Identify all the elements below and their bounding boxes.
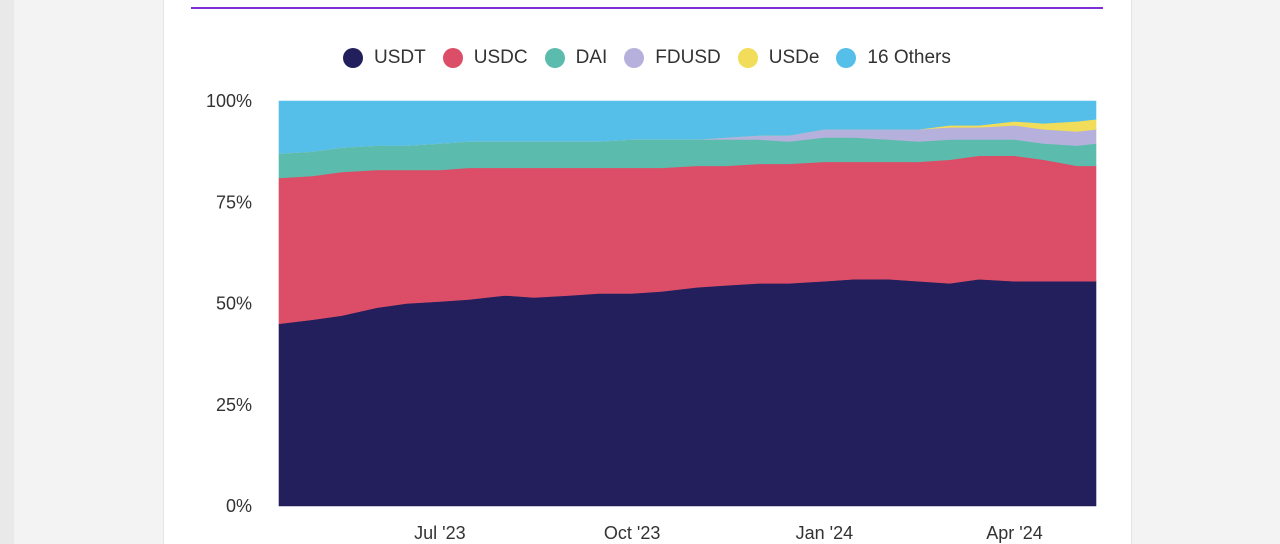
legend-item-usdt[interactable]: USDT [343, 47, 426, 69]
x-tick-label: Oct '23 [604, 523, 660, 543]
legend-label: FDUSD [655, 47, 721, 68]
legend-label: USDC [473, 47, 528, 68]
accent-divider [191, 7, 1103, 9]
y-tick-label: 100% [206, 91, 252, 111]
legend-swatch-usdt [343, 48, 363, 68]
area-series-usdt[interactable] [278, 278, 1097, 507]
legend-label: USDe [768, 47, 820, 68]
legend-swatch-usdc [442, 48, 463, 68]
legend-label: DAI [575, 47, 608, 68]
area-series-16-others[interactable] [278, 100, 1097, 154]
legend-swatch-fdusd [624, 48, 645, 68]
legend-item-dai[interactable]: DAI [544, 47, 608, 69]
legend-item-fdusd[interactable]: FDUSD [624, 47, 721, 69]
legend-item-others[interactable]: 16 Others [836, 47, 951, 69]
legend-swatch-usde [737, 48, 758, 68]
left-background-strip [0, 0, 14, 544]
y-tick-label: 75% [216, 192, 252, 212]
legend-label: USDT [374, 47, 426, 68]
y-tick-label: 0% [226, 496, 252, 516]
legend-swatch-others [836, 48, 857, 68]
y-tick-label: 25% [216, 395, 252, 415]
legend-swatch-dai [544, 48, 565, 68]
chart-legend: USDT USDC DAI FDUSD USDe 16 Others [343, 46, 968, 70]
x-tick-label: Jan '24 [796, 523, 853, 543]
x-tick-label: Apr '24 [986, 523, 1042, 543]
legend-item-usdc[interactable]: USDC [442, 47, 528, 69]
legend-item-usde[interactable]: USDe [737, 47, 820, 69]
y-tick-label: 50% [216, 294, 252, 314]
x-tick-label: Jul '23 [414, 523, 465, 543]
legend-label: 16 Others [867, 47, 951, 68]
